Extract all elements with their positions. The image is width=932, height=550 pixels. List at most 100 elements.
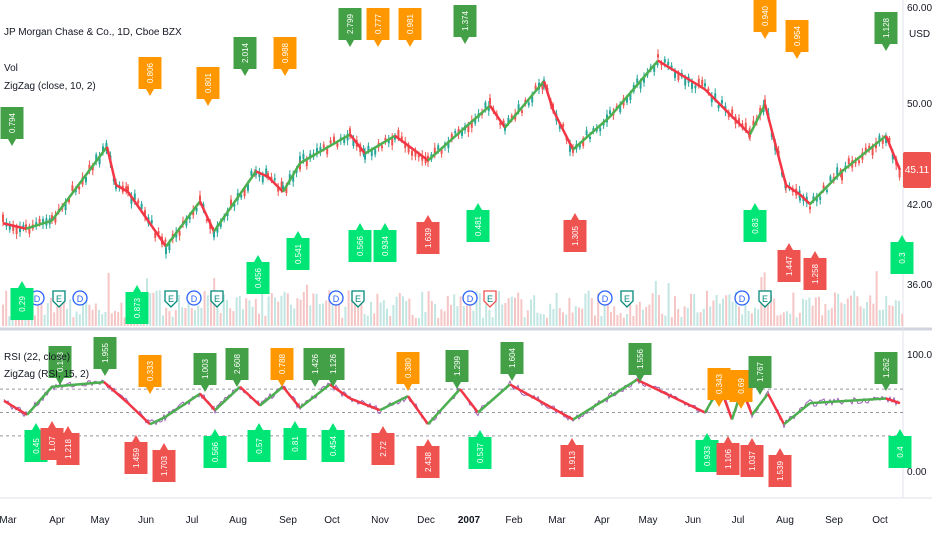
candle-body <box>836 167 839 176</box>
price-pivot-label: 0.954 <box>785 20 809 59</box>
zigzag-rsi-segment <box>427 388 461 426</box>
candle-body <box>467 124 470 132</box>
candle-body <box>243 188 246 197</box>
pivot-label-value: 0.481 <box>474 215 483 236</box>
pivot-label-bg <box>716 436 740 475</box>
candle-body <box>437 145 440 151</box>
price-pivot-label: 1.258 <box>803 251 827 290</box>
volume-bar <box>430 300 433 326</box>
price-pivot-label: 1.305 <box>563 213 587 252</box>
volume-bar <box>846 298 849 326</box>
event-marker-text: D <box>34 294 41 304</box>
pivot-label-value: 0.456 <box>254 267 263 288</box>
candle-body <box>891 152 894 160</box>
candle-body <box>42 219 44 225</box>
pivot-label-value: 1.003 <box>201 358 210 379</box>
volume-bar <box>34 315 36 326</box>
pivot-label-bg <box>371 426 395 465</box>
zigzag-rsi-segment <box>164 392 201 419</box>
event-marker-text: D <box>191 294 198 304</box>
candle-body <box>205 219 208 222</box>
zigzag-price-segment <box>884 135 902 171</box>
zigzag-rsi-segment <box>149 416 166 426</box>
volume-bar <box>837 293 840 326</box>
candle-body <box>130 196 133 204</box>
zigzag-price-legend[interactable]: ZigZag (close, 10, 2) <box>4 81 96 92</box>
volume-bar <box>811 305 814 326</box>
candle-body <box>829 176 832 181</box>
symbol-title[interactable]: JP Morgan Chase & Co., 1D, Cboe BZX <box>4 27 182 38</box>
pivot-label-bg <box>10 281 34 320</box>
pivot-label-value: 0.4 <box>896 446 905 458</box>
volume-bar <box>571 312 574 326</box>
pivot-label-value: 2.608 <box>233 353 242 374</box>
volume-bar <box>491 317 494 326</box>
volume-bar <box>805 300 808 326</box>
candle-body <box>521 110 523 113</box>
rsi-legend[interactable]: RSI (22, close) <box>4 352 71 363</box>
pivot-label-value: 0.3 <box>898 252 907 264</box>
pivot-label-bg <box>138 355 162 394</box>
volume-bar <box>238 295 241 326</box>
pivot-label-bg <box>748 356 772 395</box>
volume-bar <box>603 290 606 326</box>
candle-body <box>626 96 628 103</box>
volume-bar <box>872 303 875 326</box>
candle-body <box>95 154 98 161</box>
volume-bar <box>398 292 401 326</box>
price-pivot-label: 0.981 <box>398 8 422 47</box>
zigzag-price-segment <box>488 105 507 129</box>
rsi-pivot-label: 1.767 <box>748 356 772 395</box>
volume-bar <box>267 296 270 326</box>
volume-bar <box>274 297 276 326</box>
pivot-label-value: 1.299 <box>453 355 462 376</box>
volume-bar <box>565 314 568 326</box>
pivot-label-bg <box>743 203 767 242</box>
time-tick-label: May <box>91 515 110 526</box>
pivot-label-value: 2.72 <box>379 441 388 457</box>
pivot-label-bg <box>225 348 249 387</box>
volume-bar <box>459 296 462 326</box>
volume-bar <box>43 314 46 326</box>
candle-body <box>19 226 21 233</box>
pivot-label-bg <box>707 368 731 407</box>
zigzag-price-segment <box>2 222 27 230</box>
volume-bar <box>478 293 481 326</box>
pivot-label-bg <box>321 423 345 462</box>
rsi-tick-label: 100.00 <box>907 350 932 361</box>
volume-bar <box>866 302 868 326</box>
pivot-label-value: 0.537 <box>476 442 485 463</box>
volume-bar <box>782 312 785 326</box>
pivot-label-bg <box>373 223 397 262</box>
volume-bar <box>251 306 254 326</box>
volume-bar <box>446 295 449 326</box>
pivot-label-bg <box>803 251 827 290</box>
volume-legend[interactable]: Vol <box>4 63 18 74</box>
pivot-label-bg <box>273 37 297 76</box>
volume-bar <box>318 304 321 326</box>
volume-bar <box>520 299 523 326</box>
volume-bar <box>178 294 180 326</box>
volume-bar <box>562 312 564 326</box>
earnings-marker <box>620 290 634 308</box>
candle-body <box>68 198 70 203</box>
volume-bar <box>78 314 81 326</box>
candle-body <box>499 122 502 125</box>
volume-bar <box>856 296 859 326</box>
time-tick-label: Jul <box>186 515 199 526</box>
volume-bar <box>194 310 196 326</box>
candle-body <box>150 219 153 224</box>
candle-body <box>195 207 198 212</box>
volume-bar <box>395 296 398 326</box>
zigzag-price-segment <box>657 59 706 91</box>
price-pivot-label: 0.801 <box>196 67 220 106</box>
candle-body <box>684 78 687 86</box>
zigzag-price-segment <box>799 193 811 206</box>
rsi-pivot-label: 0.933 <box>695 433 719 472</box>
candle-body <box>858 160 860 164</box>
zigzag-rsi-legend[interactable]: ZigZag (RSI, 15, 2) <box>4 369 90 380</box>
zigzag-rsi-segment <box>199 392 216 412</box>
volume-bar <box>197 305 200 326</box>
pivot-label-bg <box>338 8 362 47</box>
